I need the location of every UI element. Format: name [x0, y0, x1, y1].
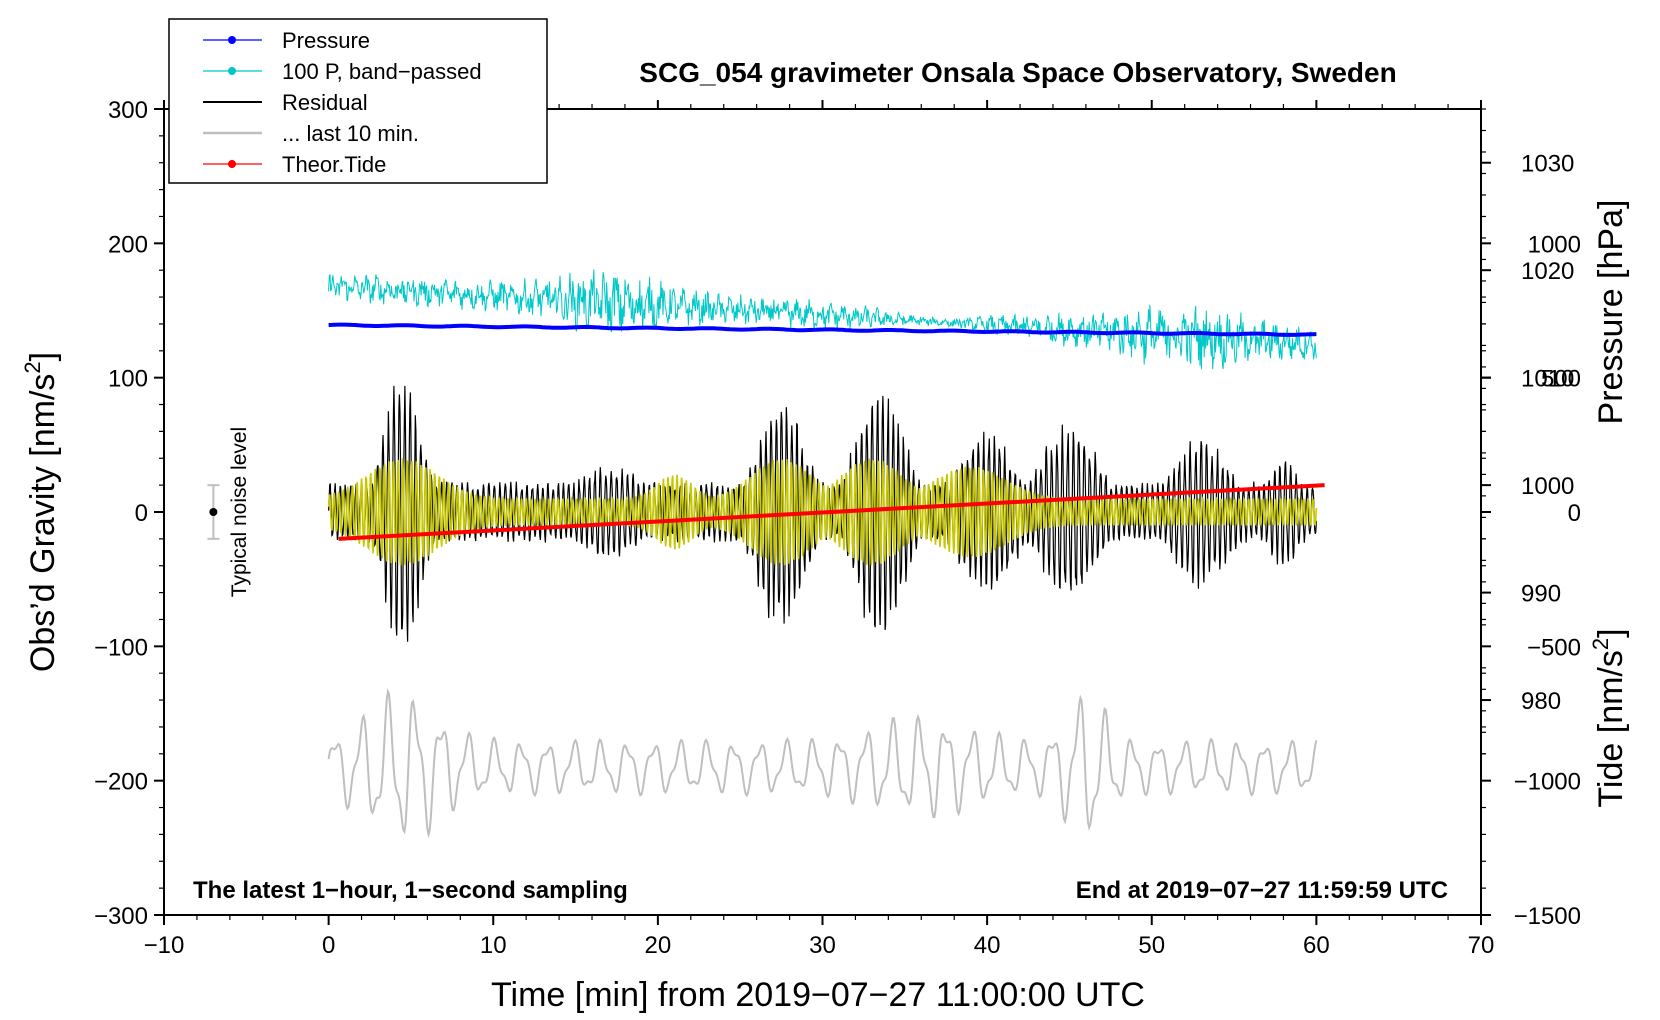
legend-label: Theor.Tide [282, 152, 386, 177]
y-axis-title-tide-end: ] [1592, 628, 1630, 637]
x-tick-label: 0 [322, 932, 335, 959]
legend: Pressure 100 P, band−passed Residual ... la… [168, 18, 548, 184]
legend-label: 100 P, band−passed [282, 59, 482, 84]
tide-tick-label: 1000 [1528, 231, 1581, 258]
series-pressure-line [328, 322, 1317, 337]
y-axis-title-tide: Tide [nm/s2] [1588, 628, 1630, 807]
pressure-tick-label: 980 [1521, 688, 1561, 715]
y-tick-label: −200 [94, 769, 148, 796]
x-tick-label: 50 [1138, 932, 1165, 959]
y-tick-label: −300 [94, 903, 148, 930]
pressure-tick-label: 990 [1521, 581, 1561, 608]
x-tick-label: 60 [1303, 932, 1330, 959]
tide-tick-label: 500 [1541, 366, 1581, 393]
legend-label: ... last 10 min. [282, 121, 419, 146]
pressure-tick-label: 1010 [1521, 366, 1574, 393]
y-tick-label: 200 [108, 231, 148, 258]
y-axis-title-gravity-text: Obs’d Gravity [nm/s [24, 374, 62, 673]
sampling-note: The latest 1−hour, 1−second sampling [193, 877, 628, 904]
tide-tick-label: −1500 [1514, 903, 1581, 930]
noise-point [209, 508, 218, 516]
x-tick-label: 40 [974, 932, 1001, 959]
x-axis: −10 0 10 20 30 40 50 60 70 [144, 100, 1495, 959]
legend-marker [228, 67, 236, 75]
pressure-tick-label: 1000 [1521, 473, 1574, 500]
pressure-tick-label: 1020 [1521, 258, 1574, 285]
legend-marker [228, 160, 236, 168]
tide-tick-label: −500 [1527, 634, 1581, 661]
x-tick-label: 30 [809, 932, 836, 959]
pressure-tick-label: 1030 [1521, 151, 1574, 178]
x-tick-label: 10 [480, 932, 507, 959]
y-axis-pressure: 980 990 1000 1010 1020 1030 [1481, 108, 1574, 755]
noise-level-label: Typical noise level [228, 427, 251, 597]
y-tick-label: −100 [94, 634, 148, 661]
end-time-note: End at 2019−07−27 11:59:59 UTC [1076, 877, 1448, 904]
y-axis-title-gravity: Obs’d Gravity [nm/s2] [20, 352, 62, 672]
legend-marker [228, 36, 236, 44]
series-pressure-bandpassed-line [328, 269, 1317, 370]
x-tick-label: 70 [1468, 932, 1495, 959]
y-axis-title-tide-text: Tide [nm/s [1592, 650, 1630, 807]
x-axis-title: Time [min] from 2019−07−27 11:00:00 UTC [491, 976, 1145, 1014]
y-axis-title-pressure: Pressure [hPa] [1592, 200, 1630, 425]
tide-tick-label: −1000 [1514, 769, 1581, 796]
tide-tick-label: 0 [1568, 500, 1581, 527]
y-tick-label: 100 [108, 366, 148, 393]
y-axis-gravity: −300 −200 −100 0 100 200 300 [94, 97, 164, 930]
series-last-10-min-line [327, 687, 1318, 839]
y-axis-tide: −1500 −1000 −500 0 500 1000 [1481, 231, 1581, 930]
noise-level-indicator: Typical noise level [207, 427, 251, 597]
series-tide-line [338, 483, 1325, 541]
chart-title: SCG_054 gravimeter Onsala Space Observat… [639, 57, 1396, 88]
y-tick-label: 0 [135, 500, 148, 527]
y-axis-title-tide-sup: 2 [1588, 638, 1613, 650]
x-tick-label: 20 [645, 932, 672, 959]
x-tick-label: −10 [144, 932, 185, 959]
legend-label: Pressure [282, 28, 370, 53]
series-layer [327, 269, 1325, 839]
y-axis-title-gravity-end: ] [24, 352, 62, 361]
y-tick-label: 300 [108, 97, 148, 124]
series-residual-filtered-line [327, 458, 1318, 566]
legend-label: Residual [282, 90, 368, 115]
y-axis-title-gravity-sup: 2 [20, 361, 45, 373]
